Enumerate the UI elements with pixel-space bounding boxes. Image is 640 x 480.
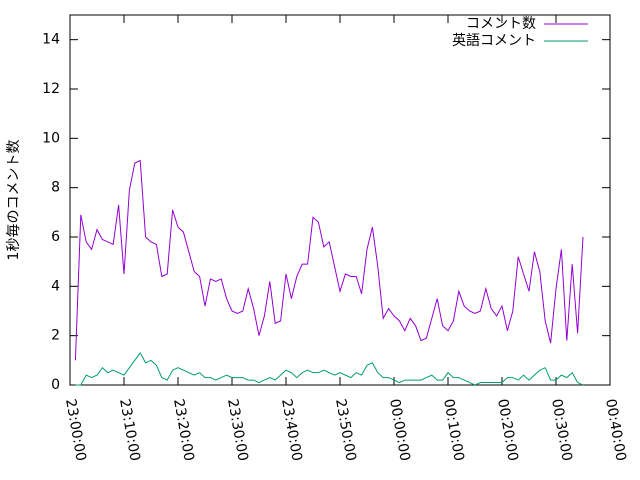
x-tick-label: 00:10:00: [440, 398, 467, 463]
x-tick-label: 23:10:00: [116, 398, 143, 463]
y-tick-label: 12: [42, 81, 60, 97]
x-tick-label: 23:00:00: [62, 398, 89, 463]
x-tick-label: 23:20:00: [170, 398, 197, 463]
x-tick-label: 00:30:00: [548, 398, 575, 463]
x-tick-label: 23:30:00: [224, 398, 251, 463]
y-tick-label: 4: [51, 278, 60, 294]
y-tick-label: 8: [51, 180, 60, 196]
x-tick-label: 23:50:00: [332, 398, 359, 463]
x-tick-label: 00:40:00: [602, 398, 629, 463]
series-line: [74, 159, 584, 361]
y-tick-label: 6: [51, 229, 60, 245]
y-axis-label: 1秒毎のコメント数: [6, 140, 22, 261]
x-tick-label: 00:20:00: [494, 398, 521, 463]
legend-label: 英語コメント: [452, 32, 536, 49]
x-tick-label: 23:40:00: [278, 398, 305, 463]
legend-label: コメント数: [466, 16, 536, 32]
y-tick-label: 10: [42, 130, 60, 146]
series-line: [75, 351, 584, 386]
x-tick-label: 00:00:00: [386, 398, 413, 463]
plot-frame: [69, 14, 611, 386]
y-tick-label: 2: [51, 328, 60, 344]
y-tick-label: 0: [51, 377, 60, 393]
y-tick-label: 14: [42, 32, 60, 48]
